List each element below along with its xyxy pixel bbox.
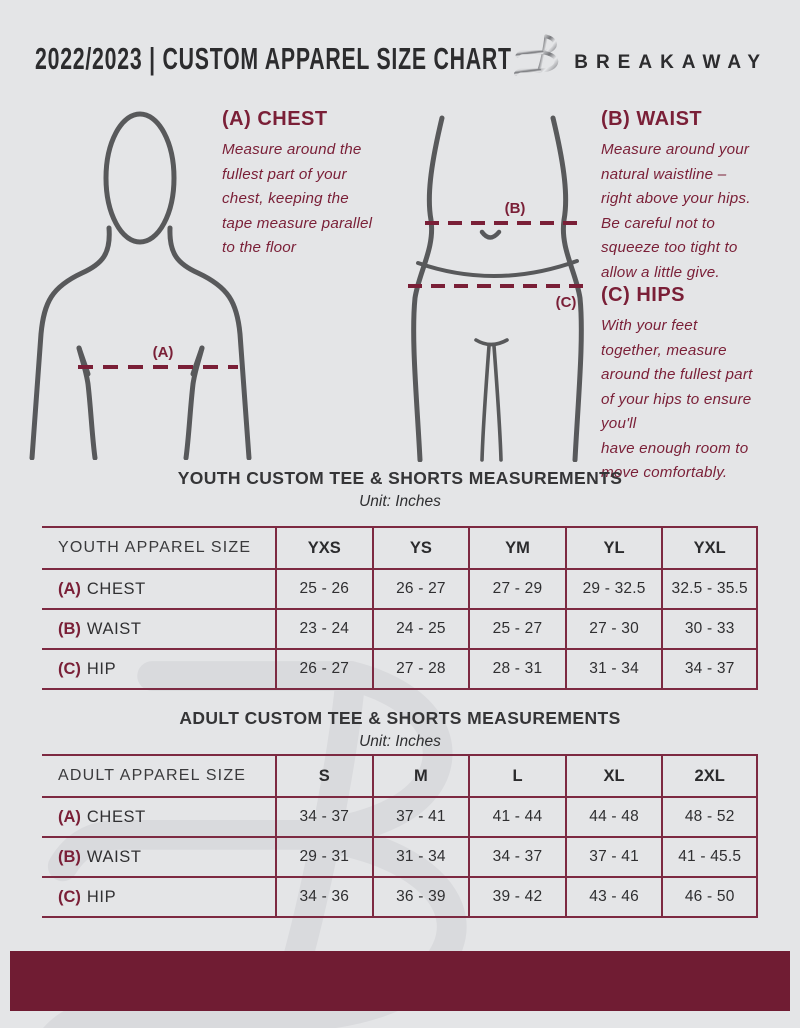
youth-table-unit: Unit: Inches xyxy=(359,493,441,510)
table-cell: 34 - 37 xyxy=(275,798,372,838)
table-cell: 48 - 52 xyxy=(661,798,758,838)
table-cell: 25 - 26 xyxy=(275,570,372,610)
youth-row-label: (A) CHEST xyxy=(42,570,275,610)
adult-size-col-header: M xyxy=(371,756,469,798)
row-marker: (C) xyxy=(58,659,81,678)
adult-table-title: ADULT CUSTOM TEE & SHORTS MEASUREMENTS xyxy=(179,708,621,728)
table-cell: 43 - 46 xyxy=(564,878,662,918)
chest-description: Measure around the fullest part of your … xyxy=(222,141,373,256)
row-title: WAIST xyxy=(86,847,142,866)
waist-heading: (B) WAIST xyxy=(601,108,703,130)
table-cell: 34 - 37 xyxy=(661,650,758,690)
row-title: HIP xyxy=(86,659,117,678)
table-cell: 30 - 33 xyxy=(661,610,758,650)
table-cell: 24 - 25 xyxy=(371,610,469,650)
chest-heading: (A) CHEST xyxy=(222,108,328,130)
table-cell: 37 - 41 xyxy=(371,798,469,838)
table-cell: 34 - 36 xyxy=(275,878,372,918)
adult-row-label: (C) HIP xyxy=(42,878,275,918)
table-cell: 44 - 48 xyxy=(564,798,662,838)
table-cell: 32.5 - 35.5 xyxy=(661,570,758,610)
table-cell: 36 - 39 xyxy=(371,878,469,918)
table-cell: 31 - 34 xyxy=(564,650,662,690)
table-cell: 26 - 27 xyxy=(371,570,469,610)
table-cell: 23 - 24 xyxy=(275,610,372,650)
row-marker: (A) xyxy=(58,807,81,826)
table-cell: 26 - 27 xyxy=(275,650,372,690)
table-cell: 25 - 27 xyxy=(468,610,565,650)
youth-size-col-header: YXS xyxy=(275,528,372,570)
hips-description: With your feet together, measure around … xyxy=(601,317,753,481)
adult-size-col-header: L xyxy=(468,756,565,798)
adult-size-col-header: S xyxy=(275,756,372,798)
brand-lockup: BREAKAWAY xyxy=(514,28,768,83)
table-cell: 31 - 34 xyxy=(371,838,469,878)
youth-table-title: YOUTH CUSTOM TEE & SHORTS MEASUREMENTS xyxy=(177,468,623,488)
table-cell: 29 - 32.5 xyxy=(564,570,662,610)
figure-left-shoulder-arm xyxy=(29,225,112,461)
chest-measure-line: (A) xyxy=(78,344,238,369)
youth-size-col-header: YL xyxy=(564,528,662,570)
row-title: CHEST xyxy=(86,579,146,598)
figure-head xyxy=(103,111,177,245)
table-cell: 34 - 37 xyxy=(468,838,565,878)
row-title: CHEST xyxy=(86,807,146,826)
brand-name: BREAKAWAY xyxy=(574,51,768,73)
figure-right-armpit xyxy=(190,345,205,377)
chest-marker-label: (A) xyxy=(153,344,174,361)
row-marker: (A) xyxy=(58,579,81,598)
row-marker: (B) xyxy=(58,619,81,638)
hips-heading: (C) HIPS xyxy=(601,284,685,306)
youth-size-col-header: YS xyxy=(371,528,469,570)
figure-right-side xyxy=(550,115,584,463)
breakaway-logo-icon xyxy=(514,28,562,83)
chest-figure-illustration: (A) xyxy=(18,98,308,465)
waist-measure-line: (B) xyxy=(425,200,586,225)
figure-left-armpit xyxy=(76,345,91,377)
figure-crotch xyxy=(474,338,509,347)
adult-corner-header: ADULT APPAREL SIZE xyxy=(42,756,275,798)
table-cell: 46 - 50 xyxy=(661,878,758,918)
figure-navel xyxy=(479,229,502,240)
adult-table-unit: Unit: Inches xyxy=(359,733,441,750)
youth-corner-header: YOUTH APPAREL SIZE xyxy=(42,528,275,570)
figure-right-inner-leg xyxy=(492,344,503,462)
hips-measure-line: (C) xyxy=(408,284,592,311)
row-title: HIP xyxy=(86,887,117,906)
waist-marker-label: (B) xyxy=(505,200,526,217)
adult-size-col-header: XL xyxy=(564,756,662,798)
youth-size-table: YOUTH APPAREL SIZE YXS YS YM YL YXL (A) … xyxy=(42,526,758,690)
hips-marker-label: (C) xyxy=(556,294,577,311)
waist-hips-figure-illustration: (B) (C) xyxy=(390,96,605,467)
table-cell: 27 - 30 xyxy=(564,610,662,650)
row-title: WAIST xyxy=(86,619,142,638)
adult-row-label: (A) CHEST xyxy=(42,798,275,838)
adult-size-table: ADULT APPAREL SIZE S M L XL 2XL (A) CHES… xyxy=(42,754,758,918)
table-cell: 28 - 31 xyxy=(468,650,565,690)
adult-size-col-header: 2XL xyxy=(661,756,758,798)
adult-row-label: (B) WAIST xyxy=(42,838,275,878)
table-cell: 41 - 45.5 xyxy=(661,838,758,878)
youth-size-col-header: YM xyxy=(468,528,565,570)
footer-bar xyxy=(10,951,790,1011)
figure-hip-curve xyxy=(416,259,579,278)
row-marker: (B) xyxy=(58,847,81,866)
figure-left-side xyxy=(411,115,445,463)
figure-left-inner-leg xyxy=(480,344,491,462)
row-marker: (C) xyxy=(58,887,81,906)
figure-right-shoulder-arm xyxy=(167,225,252,461)
table-cell: 27 - 29 xyxy=(468,570,565,610)
table-cell: 39 - 42 xyxy=(468,878,565,918)
youth-row-label: (C) HIP xyxy=(42,650,275,690)
waist-description: Measure around your natural waistline – … xyxy=(601,141,751,281)
table-cell: 41 - 44 xyxy=(468,798,565,838)
page-title: 2022/2023 | CUSTOM APPAREL SIZE CHART xyxy=(35,42,512,76)
table-cell: 27 - 28 xyxy=(371,650,469,690)
table-cell: 37 - 41 xyxy=(564,838,662,878)
youth-size-col-header: YXL xyxy=(661,528,758,570)
youth-row-label: (B) WAIST xyxy=(42,610,275,650)
table-cell: 29 - 31 xyxy=(275,838,372,878)
